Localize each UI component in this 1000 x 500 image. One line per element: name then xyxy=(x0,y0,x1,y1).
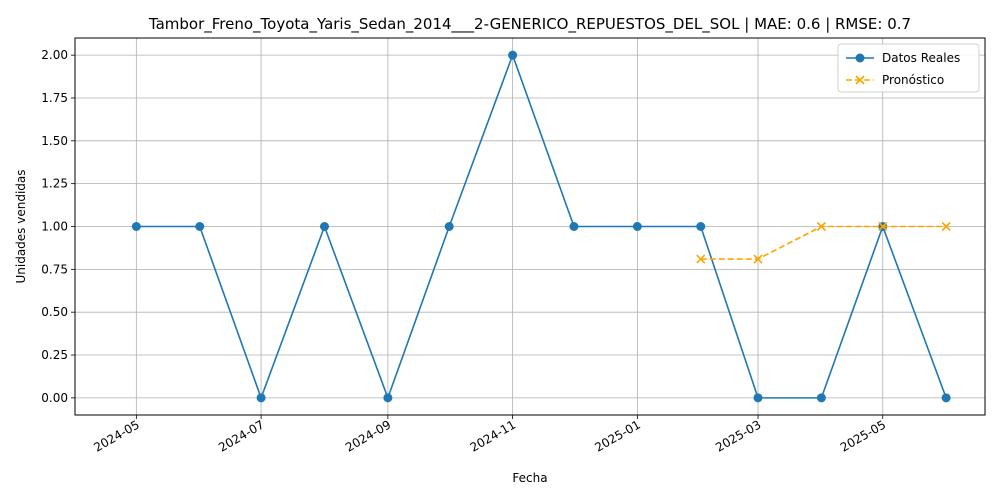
data-point xyxy=(319,222,329,231)
legend-marker-x xyxy=(855,75,865,85)
x-axis-title: Fecha xyxy=(512,471,547,485)
x-tick-label: 2025-05 xyxy=(838,417,888,454)
data-point xyxy=(195,222,205,231)
chart-title: Tambor_Freno_Toyota_Yaris_Sedan_2014___2… xyxy=(148,15,911,34)
x-tick-label: 2024-09 xyxy=(343,417,393,454)
series-line-1 xyxy=(700,225,947,260)
data-point xyxy=(941,393,951,403)
x-tick-label: 2025-01 xyxy=(592,417,642,454)
x-tick-label: 2024-05 xyxy=(91,417,141,454)
series-layer xyxy=(131,50,951,403)
data-point xyxy=(444,222,454,231)
y-tick-label: 1.75 xyxy=(41,91,68,105)
data-point xyxy=(816,393,826,403)
forecast-point xyxy=(696,254,706,264)
y-axis-title: Unidades vendidas xyxy=(14,169,28,283)
data-point xyxy=(256,393,266,403)
y-tick-label: 1.50 xyxy=(41,134,68,148)
data-point xyxy=(632,222,642,231)
legend-marker-circle xyxy=(855,53,865,63)
legend: Datos Reales Pronóstico xyxy=(837,43,980,93)
data-point xyxy=(753,393,763,403)
y-tick-label: 1.25 xyxy=(41,177,68,191)
x-tick-label: 2024-11 xyxy=(468,417,518,454)
forecast-point xyxy=(816,221,826,232)
y-tick-label: 2.00 xyxy=(41,48,68,62)
forecast-point xyxy=(941,221,951,232)
data-point xyxy=(569,222,579,231)
forecast-point xyxy=(753,254,763,264)
data-point xyxy=(696,222,706,231)
data-point xyxy=(508,50,518,60)
data-point xyxy=(383,393,393,403)
y-tick-label: 0.00 xyxy=(41,391,68,405)
legend-label-1: Pronóstico xyxy=(882,73,944,87)
forecast-point xyxy=(878,221,888,232)
y-tick-label: 0.75 xyxy=(41,262,68,276)
data-point xyxy=(131,222,141,231)
x-tick-label: 2024-07 xyxy=(216,417,266,454)
x-tick-label: 2025-03 xyxy=(713,417,763,454)
y-tick-label: 0.50 xyxy=(41,305,68,319)
y-tick-label: 0.25 xyxy=(41,348,68,362)
y-tick-label: 1.00 xyxy=(41,220,68,234)
ticks: 0.00 0.25 0.50 0.75 1.00 1.25 1.50 1.75 2.00 2024… xyxy=(41,48,888,455)
series-line-0 xyxy=(136,52,947,401)
legend-label-0: Datos Reales xyxy=(882,51,960,65)
